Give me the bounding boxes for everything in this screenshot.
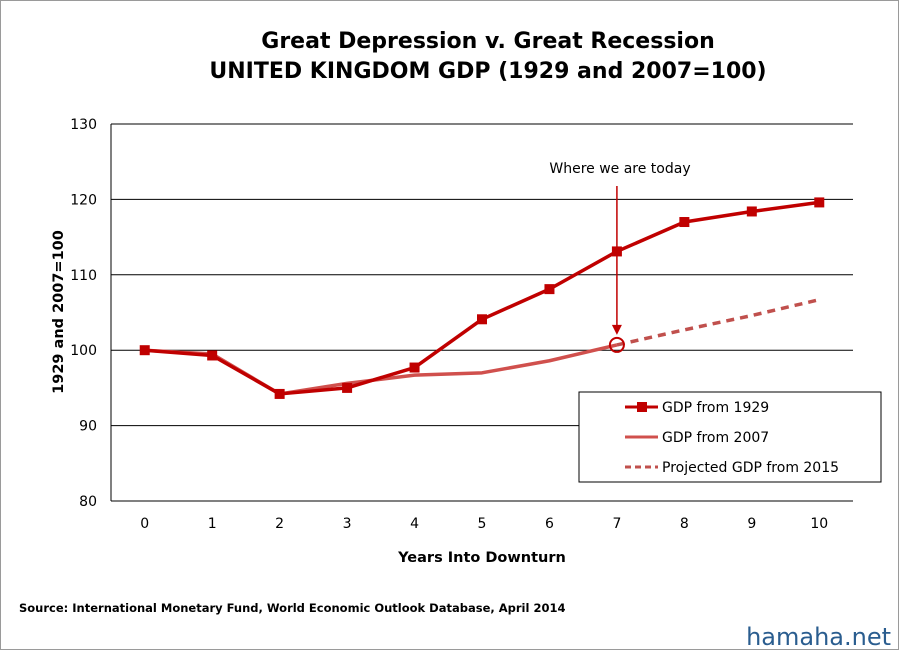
data-point-gdp-1929 <box>207 350 218 361</box>
x-tick-label: 3 <box>343 516 352 532</box>
y-tick-label: 80 <box>79 494 97 510</box>
y-tick-label: 130 <box>70 117 97 133</box>
y-tick-label: 110 <box>70 268 97 284</box>
annotation-layer: Where we are today <box>549 161 691 353</box>
x-tick-label: 6 <box>545 516 554 532</box>
series-layer <box>139 197 825 399</box>
annotation-text: Where we are today <box>549 161 690 177</box>
x-tick-label: 7 <box>612 516 621 532</box>
data-point-gdp-1929 <box>274 388 285 399</box>
legend-label-gdp-1929: GDP from 1929 <box>662 400 769 416</box>
series-line-projected <box>616 297 820 347</box>
x-tick-label: 9 <box>747 516 756 532</box>
y-tick-label: 90 <box>79 419 97 435</box>
legend-label-gdp-2007: GDP from 2007 <box>662 430 769 446</box>
data-point-gdp-1929 <box>409 362 420 373</box>
data-point-gdp-1929 <box>477 314 487 325</box>
x-tick-label: 10 <box>810 516 828 532</box>
x-tick-label: 1 <box>208 516 217 532</box>
legend-label-projected: Projected GDP from 2015 <box>662 460 839 476</box>
chart-title-line-1: Great Depression v. Great Recession <box>261 29 714 54</box>
x-tick-label: 4 <box>410 516 419 532</box>
watermark: hamaha.net <box>746 623 891 651</box>
source-note: Source: International Monetary Fund, Wor… <box>19 601 565 615</box>
x-tick-label: 0 <box>140 516 149 532</box>
x-axis-label: Years Into Downturn <box>397 550 566 566</box>
y-tick-label: 100 <box>70 343 97 359</box>
y-tick-label: 120 <box>70 192 97 208</box>
series-line-gdp-1929 <box>144 200 820 396</box>
data-point-gdp-1929 <box>544 284 555 295</box>
legend: GDP from 1929 GDP from 2007 Projected GD… <box>578 391 882 483</box>
data-point-gdp-1929 <box>679 217 690 228</box>
axes: 80 90 100 110 120 130 0 1 2 3 4 5 6 7 8 9 10 <box>70 117 828 532</box>
gridlines <box>111 123 853 502</box>
y-axis-label: 1929 and 2007=100 <box>51 230 67 394</box>
chart-title-line-2: UNITED KINGDOM GDP (1929 and 2007=100) <box>209 59 766 84</box>
legend-marker-gdp-1929 <box>637 402 647 412</box>
data-point-gdp-1929 <box>814 197 825 208</box>
data-point-gdp-1929 <box>139 345 150 356</box>
data-point-gdp-1929 <box>342 382 353 393</box>
annotation-arrow-head <box>611 324 622 335</box>
x-tick-label: 8 <box>680 516 689 532</box>
x-tick-label: 2 <box>275 516 284 532</box>
data-point-gdp-1929 <box>746 206 757 217</box>
annotation-circle <box>608 336 625 353</box>
x-tick-label: 5 <box>478 516 487 532</box>
